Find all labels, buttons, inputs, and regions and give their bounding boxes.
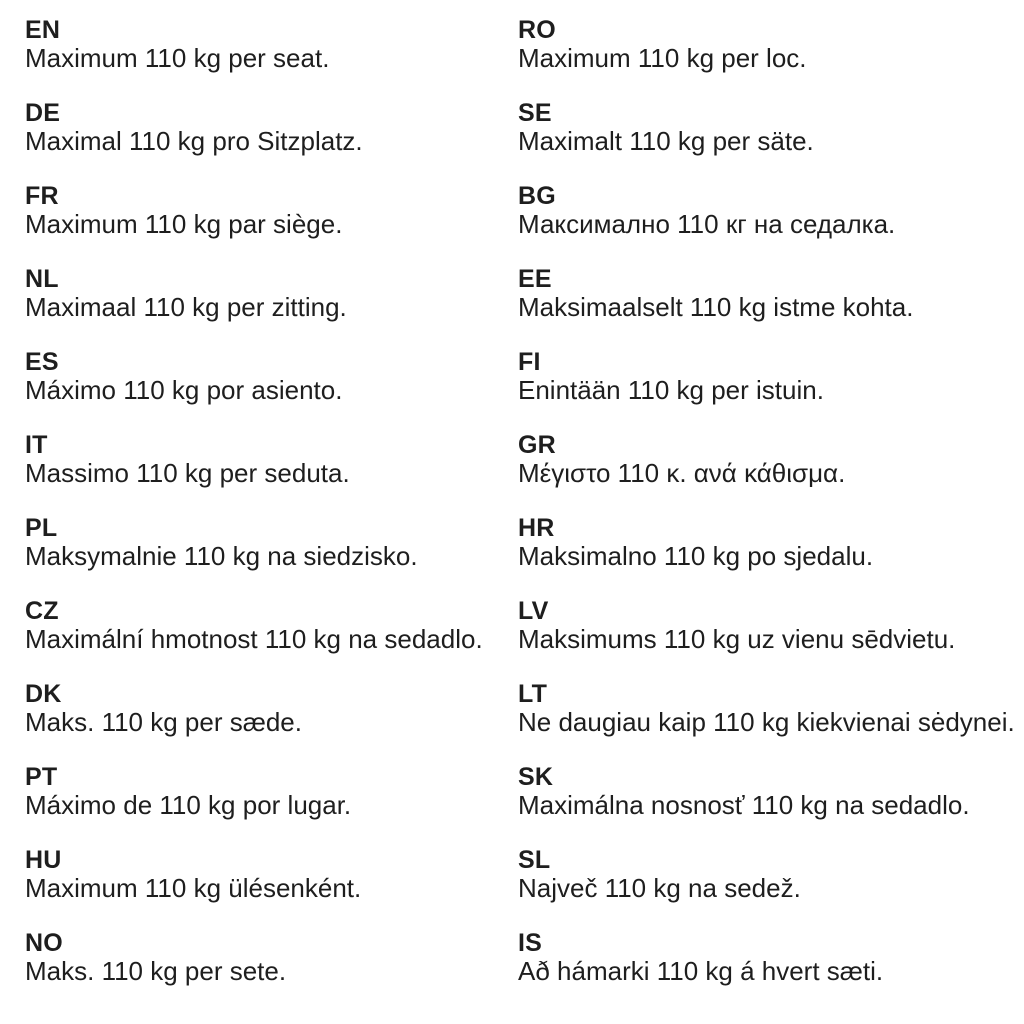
translation-text: Maksimaalselt 110 kg istme kohta. — [518, 292, 914, 322]
language-entry-is: IS Að hámarki 110 kg á hvert sæti. — [518, 929, 1024, 986]
language-entry-bg: BG Максимално 110 кг на седалка. — [518, 182, 1024, 239]
translation-text: Maximum 110 kg ülésenként. — [25, 873, 362, 903]
translation-text: Maks. 110 kg per sete. — [25, 956, 287, 986]
language-code: IS — [518, 929, 543, 957]
translation-text: Maksimums 110 kg uz vienu sēdvietu. — [518, 624, 956, 654]
language-code: HR — [518, 514, 555, 542]
language-entry-it: IT Massimo 110 kg per seduta. — [25, 431, 518, 488]
language-code: RO — [518, 16, 556, 44]
language-code: DE — [25, 99, 61, 127]
translation-text: Максимално 110 кг на седалка. — [518, 209, 896, 239]
language-entry-dk: DK Maks. 110 kg per sæde. — [25, 680, 518, 737]
translation-text: Máximo de 110 kg por lugar. — [25, 790, 352, 820]
language-code: PT — [25, 763, 58, 791]
language-code: LV — [518, 597, 549, 625]
translation-text: Maximaal 110 kg per zitting. — [25, 292, 347, 322]
language-entry-lt: LT Ne daugiau kaip 110 kg kiekvienai sėd… — [518, 680, 1024, 737]
translation-text: Maximum 110 kg par siège. — [25, 209, 343, 239]
language-entry-pt: PT Máximo de 110 kg por lugar. — [25, 763, 518, 820]
translation-text: Maksymalnie 110 kg na siedzisko. — [25, 541, 418, 571]
language-code: LT — [518, 680, 548, 708]
translation-text: Maximální hmotnost 110 kg na sedadlo. — [25, 624, 483, 654]
language-entry-sk: SK Maximálna nosnosť 110 kg na sedadlo. — [518, 763, 1024, 820]
language-entry-sl: SL Največ 110 kg na sedež. — [518, 846, 1024, 903]
language-entry-hr: HR Maksimalno 110 kg po sjedalu. — [518, 514, 1024, 571]
language-code: PL — [25, 514, 58, 542]
translation-text: Máximo 110 kg por asiento. — [25, 375, 343, 405]
language-code: SL — [518, 846, 551, 874]
language-entry-hu: HU Maximum 110 kg ülésenként. — [25, 846, 518, 903]
translation-text: Að hámarki 110 kg á hvert sæti. — [518, 956, 884, 986]
language-code: CZ — [25, 597, 59, 625]
translation-text: Maks. 110 kg per sæde. — [25, 707, 302, 737]
language-entry-en: EN Maximum 110 kg per seat. — [25, 16, 518, 73]
language-code: BG — [518, 182, 556, 210]
language-code: EE — [518, 265, 552, 293]
language-code: NL — [25, 265, 59, 293]
translation-text: Massimo 110 kg per seduta. — [25, 458, 350, 488]
language-code: SK — [518, 763, 554, 791]
translation-text: Maksimalno 110 kg po sjedalu. — [518, 541, 874, 571]
language-entry-nl: NL Maximaal 110 kg per zitting. — [25, 265, 518, 322]
translation-text: Maximal 110 kg pro Sitzplatz. — [25, 126, 363, 156]
translation-text: Maximum 110 kg per seat. — [25, 43, 330, 73]
column-right: RO Maximum 110 kg per loc. SE Maximalt 1… — [518, 16, 1024, 1024]
language-entry-cz: CZ Maximální hmotnost 110 kg na sedadlo. — [25, 597, 518, 654]
language-entry-de: DE Maximal 110 kg pro Sitzplatz. — [25, 99, 518, 156]
language-code: FR — [25, 182, 59, 210]
language-entry-fi: FI Enintään 110 kg per istuin. — [518, 348, 1024, 405]
language-code: GR — [518, 431, 556, 459]
translation-text: Enintään 110 kg per istuin. — [518, 375, 824, 405]
translation-text: Maximalt 110 kg per säte. — [518, 126, 814, 156]
language-code: ES — [25, 348, 59, 376]
language-entry-es: ES Máximo 110 kg por asiento. — [25, 348, 518, 405]
language-code: FI — [518, 348, 541, 376]
language-code: NO — [25, 929, 63, 957]
language-entry-se: SE Maximalt 110 kg per säte. — [518, 99, 1024, 156]
language-code: HU — [25, 846, 62, 874]
translation-text: Maximálna nosnosť 110 kg na sedadlo. — [518, 790, 970, 820]
translation-text: Ne daugiau kaip 110 kg kiekvienai sėdyne… — [518, 707, 1015, 737]
language-code: IT — [25, 431, 48, 459]
language-entry-gr: GR Μέγιστο 110 κ. ανά κάθισμα. — [518, 431, 1024, 488]
column-left: EN Maximum 110 kg per seat. DE Maximal 1… — [25, 16, 518, 1024]
translation-text: Največ 110 kg na sedež. — [518, 873, 801, 903]
language-entry-no: NO Maks. 110 kg per sete. — [25, 929, 518, 986]
language-code: DK — [25, 680, 62, 708]
language-entry-fr: FR Maximum 110 kg par siège. — [25, 182, 518, 239]
translation-text: Maximum 110 kg per loc. — [518, 43, 807, 73]
language-code: SE — [518, 99, 552, 127]
translation-text: Μέγιστο 110 κ. ανά κάθισμα. — [518, 458, 846, 488]
language-entry-lv: LV Maksimums 110 kg uz vienu sēdvietu. — [518, 597, 1024, 654]
language-entry-ee: EE Maksimaalselt 110 kg istme kohta. — [518, 265, 1024, 322]
language-code: EN — [25, 16, 61, 44]
language-entry-pl: PL Maksymalnie 110 kg na siedzisko. — [25, 514, 518, 571]
language-entry-ro: RO Maximum 110 kg per loc. — [518, 16, 1024, 73]
